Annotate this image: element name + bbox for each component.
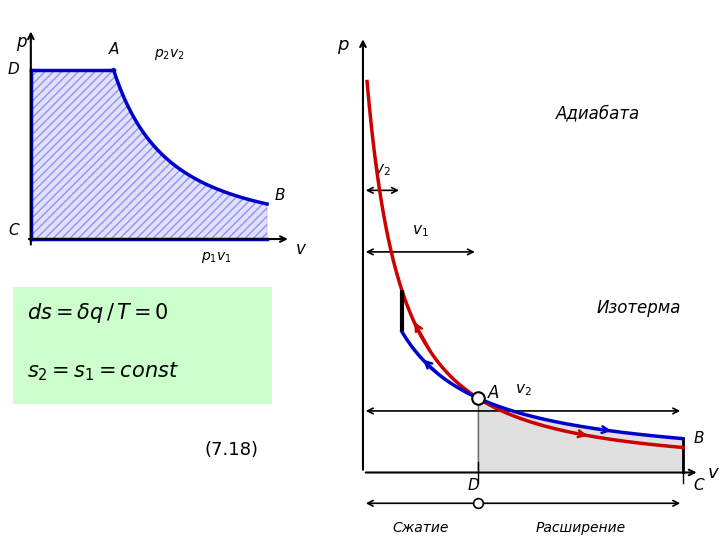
Text: $v_1$: $v_1$	[412, 224, 428, 239]
Text: Адиабата: Адиабата	[556, 104, 640, 123]
Text: (7.18): (7.18)	[205, 441, 259, 459]
Text: p: p	[16, 33, 27, 51]
FancyBboxPatch shape	[13, 287, 272, 404]
Text: Расширение: Расширение	[535, 521, 626, 535]
Text: D: D	[468, 477, 480, 492]
Text: $p_1v_1$: $p_1v_1$	[201, 249, 232, 265]
Text: A: A	[488, 384, 499, 402]
Text: C: C	[9, 224, 19, 238]
Polygon shape	[31, 70, 267, 239]
Text: $v_2$: $v_2$	[374, 162, 391, 178]
Text: v: v	[295, 240, 305, 258]
Text: Изотерма: Изотерма	[597, 299, 681, 318]
Text: p: p	[337, 37, 348, 55]
Text: A: A	[108, 43, 119, 57]
Text: B: B	[693, 431, 704, 446]
Text: $ds = \delta q\,/\,T = 0$: $ds = \delta q\,/\,T = 0$	[27, 301, 169, 325]
Text: $p_2v_2$: $p_2v_2$	[153, 48, 184, 63]
Text: B: B	[274, 188, 284, 203]
Text: v: v	[708, 463, 719, 482]
Text: Сжатие: Сжатие	[392, 521, 449, 535]
Text: D: D	[7, 62, 19, 77]
Text: C: C	[693, 477, 704, 492]
Polygon shape	[477, 398, 683, 470]
Text: $v_2$: $v_2$	[515, 382, 531, 398]
Text: $s_2 = s_1 = const$: $s_2 = s_1 = const$	[27, 360, 179, 383]
